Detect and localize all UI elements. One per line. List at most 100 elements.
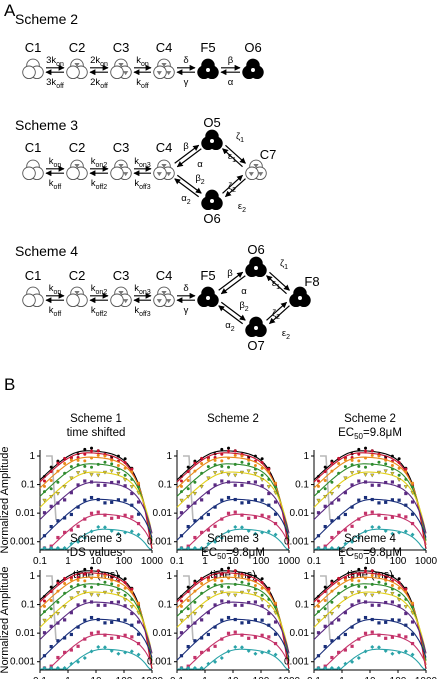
data-point [316, 654, 321, 658]
data-point [357, 584, 361, 588]
data-point [260, 498, 264, 502]
data-point [390, 600, 394, 604]
receptor-open-icon [242, 58, 264, 80]
data-point [42, 666, 47, 670]
data-point [123, 598, 128, 602]
data-point [404, 597, 408, 601]
data-point [239, 470, 245, 475]
data-point [42, 604, 46, 608]
data-point [253, 584, 257, 588]
data-point [193, 655, 197, 660]
fit-curve [176, 452, 290, 550]
data-point [123, 586, 127, 590]
data-point [186, 590, 190, 594]
plot-title: Scheme 2 [344, 413, 396, 425]
data-point [337, 498, 341, 502]
data-point [76, 583, 80, 587]
x-tick-label: 1000 [278, 676, 301, 679]
pore-dot [210, 139, 214, 143]
data-point [130, 597, 134, 601]
data-point [233, 573, 237, 577]
data-point [55, 666, 60, 670]
data-point [383, 469, 388, 474]
data-point [350, 471, 355, 475]
x-tick-label: 100 [116, 676, 133, 679]
data-point [247, 458, 251, 462]
data-point [49, 615, 54, 619]
data-point [260, 466, 264, 470]
rate-label-subscript: 2 [245, 306, 249, 313]
data-point [323, 479, 327, 483]
fit-curve [39, 591, 153, 654]
data-point [109, 589, 114, 594]
forward-arrow [176, 174, 202, 194]
data-point [337, 516, 341, 520]
rate-forward-subscript: on3 [139, 289, 151, 296]
rate-forward: 2kon [90, 55, 108, 68]
data-point [330, 639, 334, 643]
receptor-subunit [110, 166, 124, 181]
data-point [240, 580, 244, 584]
rate-label-symbol: β [239, 300, 245, 311]
data-point [253, 592, 258, 596]
data-point [343, 491, 347, 495]
data-point [82, 656, 87, 661]
data-point [239, 645, 244, 650]
rate-forward: kon2 [91, 156, 108, 169]
data-point [179, 604, 183, 608]
data-point [370, 569, 374, 573]
rate-backward-subscript: off2 [96, 311, 108, 318]
data-point [330, 469, 334, 473]
data-point [213, 505, 217, 509]
data-point [363, 480, 368, 484]
x-tick-label: 100 [116, 556, 133, 567]
data-point [186, 504, 190, 508]
receptor-open-icon [245, 316, 267, 338]
data-point [103, 513, 107, 517]
data-point [364, 566, 368, 570]
amplitude-plot: Scheme 3DS values10.10.010.0010.11101001… [0, 533, 164, 679]
data-point [49, 624, 53, 628]
fit-curve [313, 591, 427, 654]
rate-label-symbol: ζ [228, 181, 233, 192]
data-point [233, 617, 237, 622]
data-point [76, 471, 81, 475]
panel-b-label: B [4, 375, 15, 394]
rate-backward: α [228, 77, 234, 88]
data-point [110, 500, 114, 504]
data-point [377, 460, 381, 464]
receptor-closed-icon [110, 159, 132, 181]
data-point [397, 593, 401, 597]
plot-subtitle: EC50=9.8μM [201, 547, 265, 561]
data-point [220, 447, 224, 451]
amplitude-plot: Scheme 3EC50=9.8μM10.10.010.0010.1110100… [147, 533, 301, 679]
data-point [76, 659, 81, 664]
receptor-open-icon [201, 189, 223, 211]
data-point [213, 483, 217, 487]
data-point [260, 618, 264, 622]
data-point [253, 635, 257, 639]
data-point [96, 630, 100, 634]
rate-label-symbol: ε [228, 151, 233, 162]
x-tick-label: 1000 [278, 556, 301, 567]
data-point [390, 515, 394, 519]
rate-forward-symbol: k [49, 156, 54, 167]
data-point [343, 528, 347, 532]
data-point [233, 473, 238, 478]
data-point [200, 576, 204, 580]
rate-forward-subscript: on2 [96, 162, 108, 169]
data-point [240, 460, 244, 464]
rate-label-subscript: 2 [276, 314, 280, 321]
y-tick-label: 0.001 [10, 537, 35, 548]
data-point [323, 585, 327, 589]
rate-forward-symbol: δ [183, 283, 188, 294]
forward-arrow [266, 301, 287, 321]
x-tick-label: 1 [65, 556, 71, 567]
receptor-subunit [22, 293, 36, 308]
data-point [123, 460, 127, 464]
data-point [337, 636, 341, 640]
rate-backward-subscript: off [141, 83, 149, 90]
data-point [220, 517, 224, 521]
data-point [323, 524, 327, 529]
